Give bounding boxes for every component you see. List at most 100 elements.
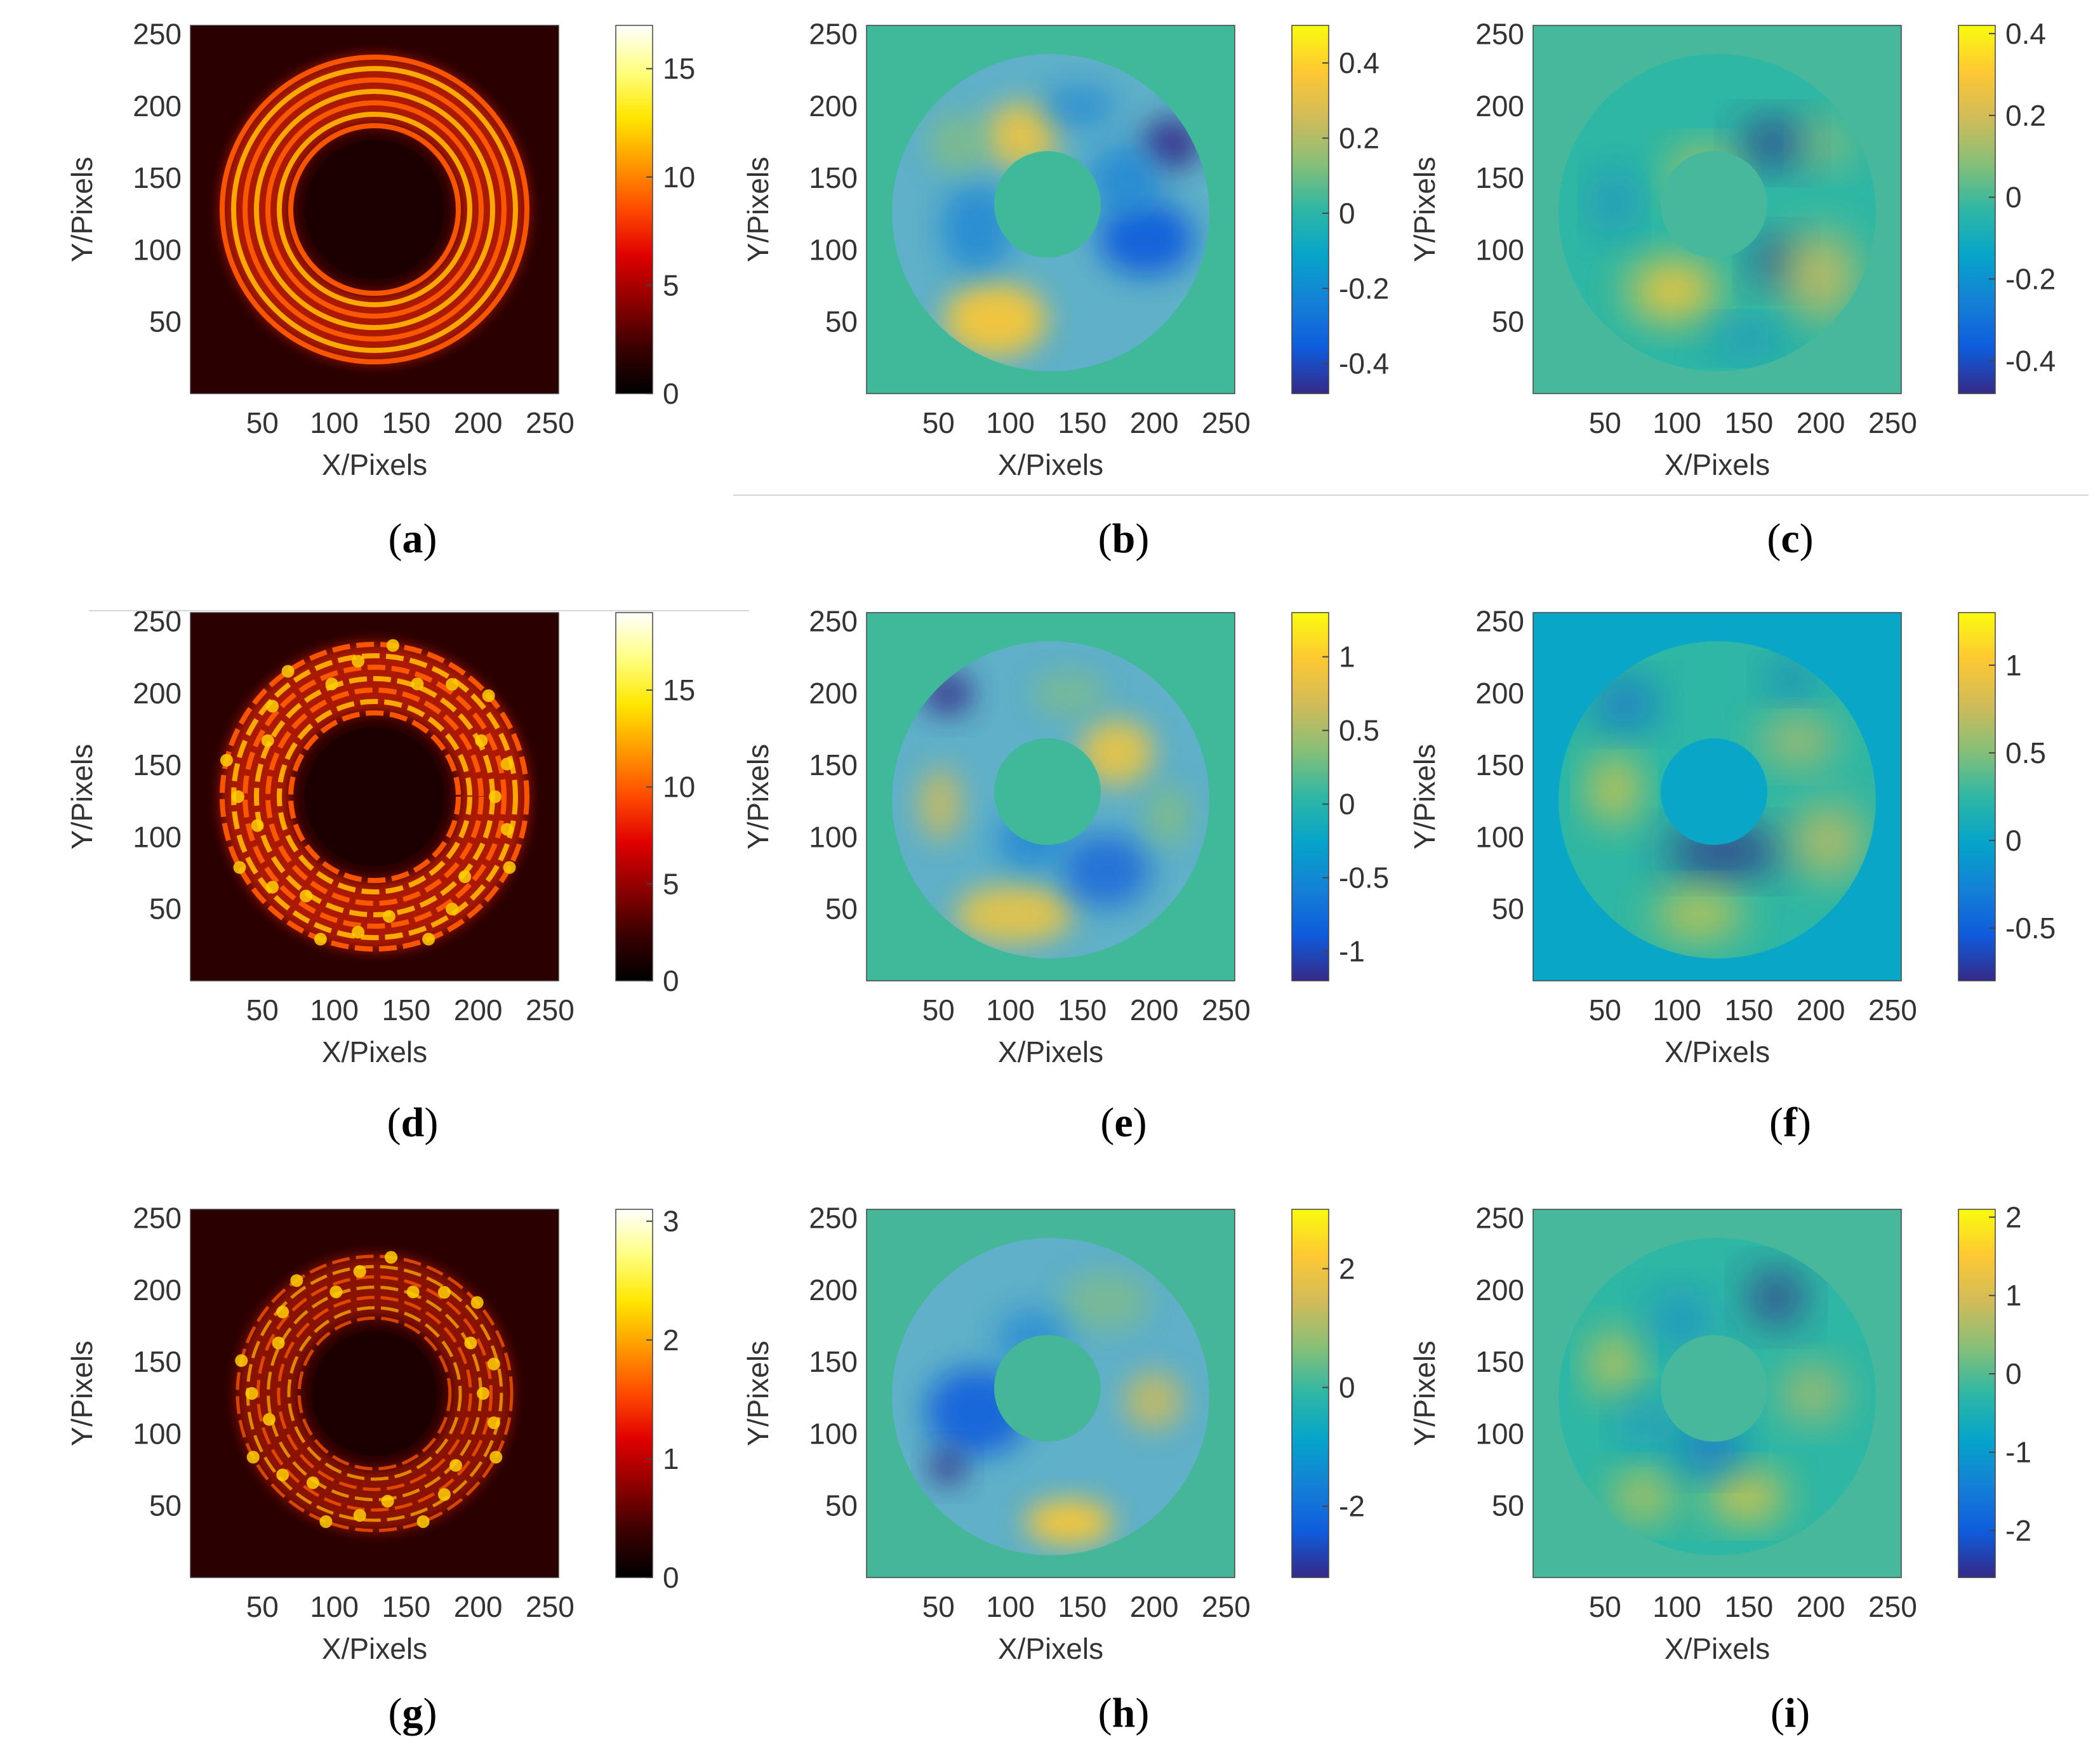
x-axis-label: X/Pixels xyxy=(998,1035,1103,1068)
x-axis-label: X/Pixels xyxy=(998,448,1103,481)
phase-annulus xyxy=(1558,641,1876,959)
x-tick-label: 150 xyxy=(382,406,430,439)
y-axis-label: Y/Pixels xyxy=(741,744,774,849)
panel-label: (i) xyxy=(1771,1690,1810,1736)
colorbar-tick-label: 2 xyxy=(663,1324,679,1357)
colorbar-tick-label: 0 xyxy=(2005,824,2022,857)
x-axis-label: X/Pixels xyxy=(1665,1035,1770,1068)
x-tick-label: 150 xyxy=(1724,1590,1773,1623)
colorbar-tick-label: 10 xyxy=(663,771,695,804)
colorbar-tick-label: 1 xyxy=(2005,649,2022,682)
phase-annulus xyxy=(1558,1238,1876,1555)
colorbar-tick-label: 15 xyxy=(663,52,695,85)
intensity-rings xyxy=(235,1251,514,1532)
y-tick-label: 50 xyxy=(825,1489,858,1522)
colorbar-tick-label: 0 xyxy=(663,964,679,997)
heatmap-image xyxy=(1533,613,1901,981)
x-tick-label: 150 xyxy=(382,993,430,1026)
colorbar-tick-label: -2 xyxy=(1339,1490,1365,1523)
plot-frame xyxy=(1532,612,1902,981)
colorbar: -2 0 2 xyxy=(1291,1209,1365,1578)
colorbar-gradient xyxy=(615,612,653,981)
y-tick-label: 100 xyxy=(809,233,858,266)
colorbar-tick-label: 0 xyxy=(1339,788,1355,821)
colorbar-tick-label: -1 xyxy=(2005,1436,2031,1469)
y-tick-label: 50 xyxy=(825,893,858,926)
plot-frame xyxy=(190,612,559,981)
colorbar-tick-label: 1 xyxy=(2005,1279,2022,1312)
panel-label: (g) xyxy=(389,1690,437,1736)
x-axis-label: X/Pixels xyxy=(1665,1632,1770,1665)
y-axis-label: Y/Pixels xyxy=(741,157,774,262)
colorbar-tick-label: 0.4 xyxy=(2005,17,2046,50)
x-tick-label: 150 xyxy=(1058,406,1106,439)
x-tick-label: 50 xyxy=(922,993,955,1026)
y-tick-label: 250 xyxy=(809,605,858,638)
colorbar-tick-label: 2 xyxy=(1339,1252,1355,1286)
x-tick-label: 200 xyxy=(454,1590,503,1623)
y-tick-label: 150 xyxy=(809,1345,858,1378)
colorbar-tick-label: 0 xyxy=(1339,197,1355,230)
y-axis-label: Y/Pixels xyxy=(65,1341,98,1446)
colorbar: -2 -1 0 1 2 xyxy=(1958,1200,2031,1578)
y-tick-label: 200 xyxy=(1475,90,1524,123)
x-tick-label: 250 xyxy=(1202,406,1251,439)
y-tick-label: 150 xyxy=(1475,161,1524,194)
y-tick-label: 200 xyxy=(809,90,858,123)
y-tick-label: 50 xyxy=(1492,1489,1524,1522)
y-tick-label: 100 xyxy=(809,820,858,853)
y-tick-label: 100 xyxy=(809,1417,858,1450)
x-tick-label: 250 xyxy=(1868,1590,1917,1623)
x-tick-label: 250 xyxy=(1868,406,1917,439)
y-tick-label: 100 xyxy=(1475,820,1524,853)
colorbar: -0.4 -0.2 0 0.2 0.4 xyxy=(1958,17,2056,394)
x-tick-label: 200 xyxy=(1130,993,1179,1026)
colorbar: -1 -0.5 0 0.5 1 xyxy=(1291,612,1389,981)
y-tick-label: 250 xyxy=(1475,1202,1524,1235)
panel-label: (b) xyxy=(1098,515,1150,562)
x-tick-label: 100 xyxy=(310,406,359,439)
y-tick-label: 150 xyxy=(133,161,182,194)
heatmap-image xyxy=(190,25,559,394)
colorbar-tick-label: -0.5 xyxy=(1339,861,1389,894)
colorbar-tick-label: 0 xyxy=(2005,181,2022,214)
y-tick-label: 150 xyxy=(133,748,182,781)
colorbar-tick-label: -0.2 xyxy=(1339,272,1389,305)
colorbar: 0 1 2 3 xyxy=(615,1205,679,1594)
y-tick-label: 250 xyxy=(133,18,182,51)
panel-f: 50 100 150 200 250 50 100 150 200 250 X/Pixels Y/Pi… xyxy=(1408,605,2056,1146)
colorbar-tick-label: 2 xyxy=(2005,1200,2022,1233)
colorbar-tick-label: 0 xyxy=(1339,1371,1355,1404)
panel-label: (c) xyxy=(1767,515,1813,562)
x-tick-label: 100 xyxy=(986,993,1035,1026)
y-tick-label: 200 xyxy=(133,90,182,123)
y-axis-label: Y/Pixels xyxy=(65,157,98,262)
colorbar-gradient xyxy=(615,25,653,394)
y-tick-label: 50 xyxy=(1492,305,1524,338)
phase-annulus xyxy=(1558,54,1876,371)
colorbar-gradient xyxy=(1958,612,1996,981)
y-tick-label: 250 xyxy=(133,1202,182,1235)
y-tick-label: 200 xyxy=(133,1273,182,1306)
colorbar-tick-label: 0.5 xyxy=(1339,714,1379,747)
y-axis-label: Y/Pixels xyxy=(1408,1341,1441,1446)
panel-i: 50 100 150 200 250 50 100 150 200 250 X/Pixels Y/Pi… xyxy=(1408,1200,2031,1736)
colorbar-tick-label: 5 xyxy=(663,269,679,302)
y-tick-label: 50 xyxy=(825,305,858,338)
colorbar-tick-label: 10 xyxy=(663,161,695,194)
heatmap-image xyxy=(190,1209,559,1578)
x-tick-label: 50 xyxy=(1589,993,1621,1026)
x-tick-label: 200 xyxy=(1797,1590,1845,1623)
heatmap-image xyxy=(867,25,1235,394)
panel-label: (d) xyxy=(387,1100,439,1146)
panel-d: 50 100 150 200 25050100150200250X/PixelsY/Pi… xyxy=(65,605,695,1146)
x-axis-label: X/Pixels xyxy=(322,1632,427,1665)
y-tick-label: 150 xyxy=(809,161,858,194)
y-tick-label: 200 xyxy=(133,677,182,710)
colorbar-tick-label: 3 xyxy=(663,1205,679,1238)
panel-label: (e) xyxy=(1100,1100,1146,1146)
colorbar-gradient xyxy=(1291,612,1329,981)
x-tick-label: 150 xyxy=(1724,406,1773,439)
x-tick-label: 100 xyxy=(986,406,1035,439)
